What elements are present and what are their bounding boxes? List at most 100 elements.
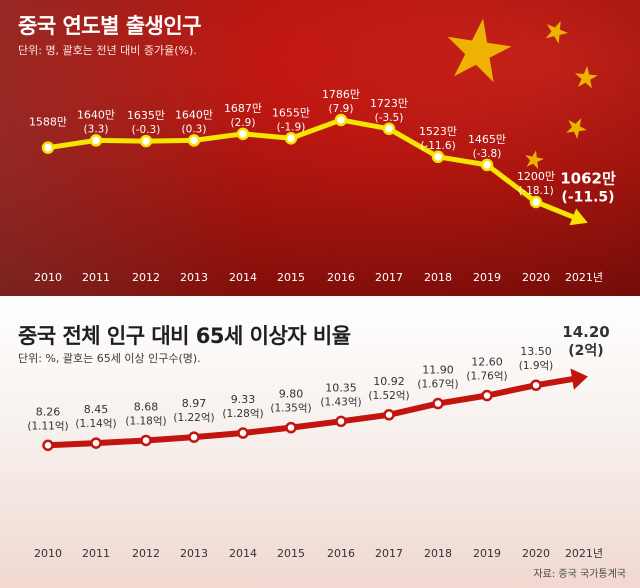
data-sublabel: (1.22억) <box>173 412 214 424</box>
data-point <box>187 134 201 147</box>
data-label: 1588만 <box>29 116 67 129</box>
data-point <box>41 141 55 154</box>
data-sublabel: (-0.3) <box>132 124 161 136</box>
data-label: 10.35 <box>325 381 357 394</box>
data-sublabel: (1.11억) <box>27 420 68 432</box>
x-tick-label: 2017 <box>375 547 403 560</box>
data-sublabel: (1.18억) <box>125 415 166 427</box>
data-sublabel: (2.9) <box>231 117 256 129</box>
data-point <box>335 415 347 428</box>
data-label: 9.80 <box>279 388 304 401</box>
x-tick-label: 2016 <box>327 271 355 284</box>
birth-population-chart: 1588만 2010 1640만 (3.3) 2011 1635만 (-0.3) 2012 16… <box>29 97 616 284</box>
data-point <box>481 389 493 402</box>
data-label: 9.33 <box>231 393 256 406</box>
data-label: 13.50 <box>520 345 552 358</box>
data-point <box>236 127 250 141</box>
data-label: 1640만 <box>175 108 213 121</box>
data-sublabel: (1.52억) <box>368 390 409 402</box>
arrowhead-icon <box>570 368 588 390</box>
data-point <box>284 132 298 145</box>
data-point <box>334 113 348 127</box>
data-label: 1635만 <box>127 109 165 122</box>
series-arrow-segment <box>535 375 575 389</box>
x-tick-label: 2017 <box>375 271 403 284</box>
data-point <box>90 437 102 449</box>
data-point <box>237 427 249 439</box>
data-sublabel: (0.3) <box>182 123 207 135</box>
data-sublabel: (-11.6) <box>420 140 455 152</box>
data-sublabel: (7.9) <box>329 103 354 115</box>
top-chart-subtitle: 단위: 명, 괄호는 전년 대비 증가율(%). <box>18 44 197 57</box>
flag-star-icon <box>447 18 512 83</box>
x-tick-label: 2011 <box>82 271 110 284</box>
data-sublabel: (1.28억) <box>222 408 263 420</box>
data-label: 1200만 <box>517 170 555 183</box>
flag-star-icon <box>575 66 598 89</box>
data-point <box>529 195 543 209</box>
x-tick-label: 2020 <box>522 547 550 560</box>
top-chart-title: 중국 연도별 출생인구 <box>18 14 202 38</box>
data-label: 8.45 <box>84 403 109 416</box>
data-label: 8.26 <box>36 405 61 418</box>
data-label: 14.20 <box>562 323 609 341</box>
x-tick-label: 2019 <box>473 547 501 560</box>
x-tick-label: 2014 <box>229 547 257 560</box>
source-note: 자료: 중국 국가통계국 <box>533 569 626 580</box>
data-point <box>480 158 494 172</box>
data-label: 1062만 <box>560 169 616 187</box>
x-tick-label: 2020 <box>522 271 550 284</box>
x-tick-label: 2010 <box>34 271 62 284</box>
flag-star-icon <box>566 118 587 139</box>
x-tick-label: 2018 <box>424 547 452 560</box>
bottom-chart-subtitle: 단위: %, 괄호는 65세 이상 인구수(명). <box>18 352 201 365</box>
x-tick-label: 2015 <box>277 547 305 560</box>
data-label: 8.68 <box>134 400 159 413</box>
x-tick-label: 2013 <box>180 271 208 284</box>
data-sublabel: (-3.8) <box>473 148 502 160</box>
data-label: 12.60 <box>471 356 503 369</box>
data-sublabel: (1.14억) <box>75 418 116 430</box>
x-tick-label: 2021년 <box>565 547 603 560</box>
data-point <box>432 397 444 410</box>
data-sublabel: (1.9억) <box>519 360 554 372</box>
x-tick-label: 2011 <box>82 547 110 560</box>
data-sublabel: (-1.9) <box>277 121 306 133</box>
data-point <box>42 439 54 452</box>
x-tick-label: 2021년 <box>565 271 603 284</box>
data-sublabel: (3.3) <box>84 123 109 135</box>
data-label: 11.90 <box>422 364 454 377</box>
data-sublabel: (1.35억) <box>270 403 311 415</box>
data-sublabel: (1.43억) <box>320 396 361 408</box>
panel-divider <box>16 296 624 298</box>
data-point <box>382 122 396 136</box>
x-tick-label: 2019 <box>473 271 501 284</box>
arrowhead-icon <box>569 208 588 226</box>
data-sublabel: (1.76억) <box>466 371 507 383</box>
top-panel-background <box>0 0 640 296</box>
x-tick-label: 2016 <box>327 547 355 560</box>
data-point <box>431 150 445 164</box>
data-label: 1723만 <box>370 97 408 110</box>
x-tick-label: 2014 <box>229 271 257 284</box>
data-point <box>140 434 152 447</box>
data-label: 10.92 <box>373 375 405 388</box>
x-tick-label: 2012 <box>132 547 160 560</box>
data-sublabel: (-3.5) <box>375 112 404 124</box>
data-point <box>188 431 200 443</box>
x-tick-label: 2015 <box>277 271 305 284</box>
data-point <box>139 134 153 148</box>
data-label: 8.97 <box>182 397 207 410</box>
flag-star-icon <box>545 20 568 44</box>
x-tick-label: 2013 <box>180 547 208 560</box>
data-point <box>285 421 297 434</box>
data-sublabel: (2억) <box>568 343 603 359</box>
data-point <box>530 379 542 391</box>
bottom-chart-title: 중국 전체 인구 대비 65세 이상자 비율 <box>18 324 351 348</box>
series-arrow-segment <box>535 199 576 220</box>
data-point <box>383 409 395 421</box>
china-flag-stars <box>447 18 598 170</box>
data-sublabel: (1.67억) <box>417 379 458 391</box>
